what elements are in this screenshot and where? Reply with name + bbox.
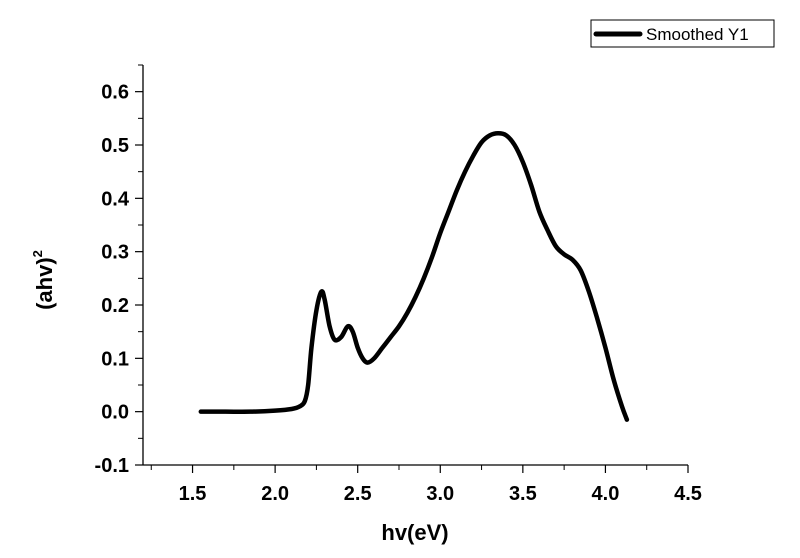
y-tick-label: -0.1: [95, 455, 129, 477]
y-tick-label: 0.0: [101, 402, 129, 424]
legend-label: Smoothed Y1: [646, 25, 749, 44]
series-line-0: [198, 131, 630, 422]
y-tick-label: 0.6: [101, 82, 129, 104]
y-axis-title-group: (ahv)2: [30, 250, 57, 310]
y-axis-title-superscript: 2: [30, 250, 45, 257]
axis-ticks: [135, 64, 689, 473]
x-tick-label: 4.0: [592, 483, 620, 505]
y-axis-title: (ahv)2: [30, 250, 57, 310]
series-layer: [198, 131, 630, 422]
x-tick-label: 3.5: [509, 483, 537, 505]
x-axis-title: hv(eV): [381, 520, 448, 545]
y-tick-label: 0.4: [101, 188, 130, 210]
legend: Smoothed Y1: [590, 19, 775, 48]
plot-axes: [142, 65, 688, 466]
axis-tick-labels: 1.5 2.0 2.5 3.0 3.5 4.0 4.5 -0.1 0.0 0.1 0.2 0.3 0.4…: [95, 82, 702, 505]
y-tick-label: 0.1: [101, 348, 129, 370]
y-axis-title-base: (ahv): [32, 257, 57, 310]
x-tick-label: 2.5: [344, 483, 372, 505]
x-tick-label: 2.0: [261, 483, 289, 505]
x-tick-label: 4.5: [674, 483, 702, 505]
y-tick-label: 0.2: [101, 295, 129, 317]
x-tick-label: 3.0: [426, 483, 454, 505]
x-tick-label: 1.5: [179, 483, 207, 505]
y-tick-label: 0.3: [101, 242, 129, 264]
y-tick-label: 0.5: [101, 135, 129, 157]
